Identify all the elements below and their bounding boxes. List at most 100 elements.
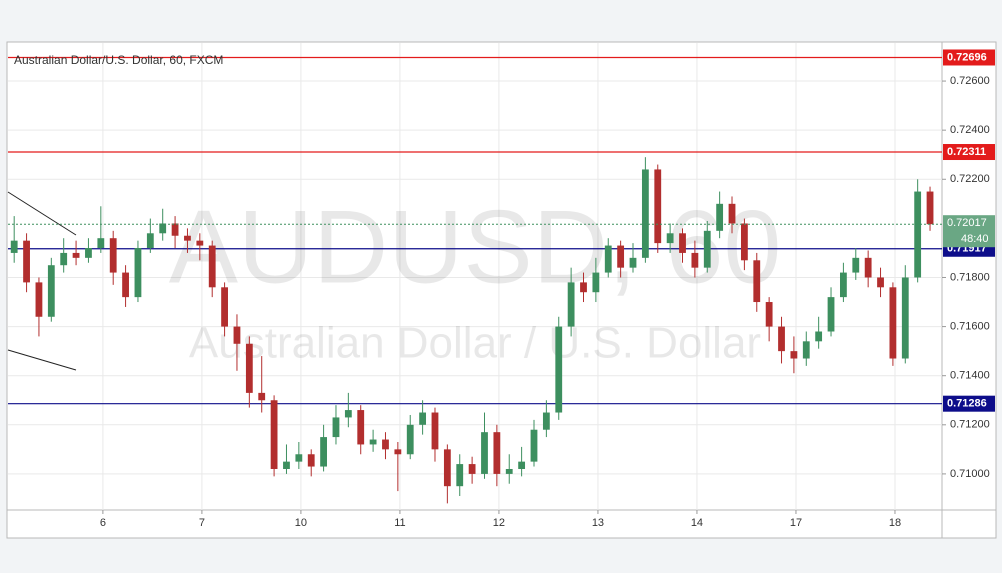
x-tick-label: 12 bbox=[493, 517, 505, 529]
candle-body bbox=[679, 233, 686, 253]
candle-body bbox=[196, 240, 204, 246]
candle-body bbox=[641, 169, 649, 258]
candle-body bbox=[827, 297, 835, 332]
candle-body bbox=[753, 260, 761, 303]
candle-body bbox=[456, 464, 464, 487]
candle-body bbox=[481, 432, 488, 474]
candle-body bbox=[864, 257, 872, 278]
candle-body bbox=[431, 412, 439, 450]
candle-body bbox=[332, 417, 340, 438]
candle-body bbox=[10, 240, 18, 253]
candle-body bbox=[109, 238, 117, 273]
candle-body bbox=[295, 454, 303, 462]
x-tick-label: 11 bbox=[394, 517, 405, 529]
x-tick-label: 7 bbox=[199, 517, 205, 529]
candle-body bbox=[815, 331, 823, 342]
candle-body bbox=[604, 245, 612, 273]
level-label-bg bbox=[943, 144, 995, 161]
last-price-bg bbox=[943, 215, 995, 248]
candle-body bbox=[208, 245, 216, 288]
trend-line bbox=[7, 191, 77, 236]
candle-body bbox=[35, 282, 43, 317]
candle-body bbox=[567, 282, 575, 327]
candle-body bbox=[555, 326, 563, 413]
candle-body bbox=[505, 468, 513, 474]
chart-title: Australian Dollar/U.S. Dollar, 60, FXCM bbox=[14, 53, 223, 67]
candle-body bbox=[60, 252, 68, 266]
candle-body bbox=[406, 424, 414, 455]
level-label: 0.72696 bbox=[947, 51, 987, 63]
candle-body bbox=[357, 410, 365, 445]
level-label-bg bbox=[943, 395, 995, 412]
candle-body bbox=[778, 326, 785, 352]
y-tick-label: 0.72200 bbox=[950, 173, 990, 185]
candle-body bbox=[146, 233, 154, 249]
candle-body bbox=[877, 277, 884, 288]
candle-body bbox=[468, 464, 476, 474]
candle-body bbox=[369, 439, 377, 445]
watermark-subtitle: Australian Dollar / U.S. Dollar bbox=[189, 319, 761, 368]
last-price-label: 0.72017 bbox=[947, 217, 987, 229]
candle-body bbox=[592, 272, 600, 293]
candle-body bbox=[716, 203, 724, 231]
candle-body bbox=[691, 252, 699, 268]
candle-body bbox=[889, 287, 897, 359]
candle-body bbox=[703, 230, 711, 268]
candle-body bbox=[283, 461, 290, 469]
candle-body bbox=[666, 233, 674, 244]
candle-body bbox=[839, 272, 847, 298]
candle-body bbox=[85, 248, 92, 258]
y-tick-label: 0.71000 bbox=[950, 468, 990, 480]
candle-body bbox=[72, 252, 80, 258]
trend-line bbox=[7, 349, 77, 371]
candle-body bbox=[419, 412, 427, 425]
candle-body bbox=[914, 191, 922, 278]
candle-body bbox=[382, 439, 389, 450]
x-tick-label: 18 bbox=[889, 517, 901, 529]
x-tick-label: 10 bbox=[295, 517, 307, 529]
candle-body bbox=[443, 449, 451, 487]
watermark: AUDUSD, 60 bbox=[169, 189, 782, 305]
candle-body bbox=[654, 169, 662, 244]
candle-body bbox=[542, 412, 550, 430]
y-tick-label: 0.71800 bbox=[950, 271, 990, 283]
candle-body bbox=[171, 223, 179, 236]
candle-body bbox=[320, 437, 327, 467]
candle-body bbox=[926, 191, 934, 225]
candle-body bbox=[629, 257, 637, 268]
candle-body bbox=[134, 248, 142, 298]
x-tick-label: 14 bbox=[691, 517, 703, 529]
candle-body bbox=[790, 351, 798, 359]
level-label: 0.71286 bbox=[947, 398, 987, 410]
candle-body bbox=[23, 240, 30, 283]
candle-body bbox=[245, 343, 253, 393]
candle-body bbox=[580, 282, 587, 293]
candle-body bbox=[852, 257, 860, 273]
x-tick-label: 13 bbox=[592, 517, 604, 529]
candle-body bbox=[221, 287, 228, 327]
candle-body bbox=[740, 223, 748, 261]
candle-body bbox=[493, 432, 501, 474]
candle-body bbox=[184, 235, 191, 241]
y-tick-label: 0.71200 bbox=[950, 419, 990, 431]
candle-body bbox=[344, 410, 352, 418]
candle-body bbox=[122, 272, 129, 298]
candle-body bbox=[307, 454, 315, 467]
candle-body bbox=[97, 238, 105, 249]
candle-body bbox=[617, 245, 625, 268]
y-tick-label: 0.72600 bbox=[950, 75, 990, 87]
x-tick-label: 6 bbox=[100, 517, 106, 529]
candle-body bbox=[159, 223, 167, 234]
candle-body bbox=[901, 277, 909, 359]
candle-body bbox=[728, 203, 736, 224]
candle-body bbox=[765, 302, 773, 327]
candle-body bbox=[530, 429, 538, 462]
candle-body bbox=[802, 341, 810, 359]
x-tick-label: 17 bbox=[790, 517, 802, 529]
candle-body bbox=[270, 400, 278, 469]
candle-body bbox=[233, 326, 241, 344]
y-tick-label: 0.72400 bbox=[950, 124, 990, 136]
y-tick-label: 0.71600 bbox=[950, 320, 990, 332]
